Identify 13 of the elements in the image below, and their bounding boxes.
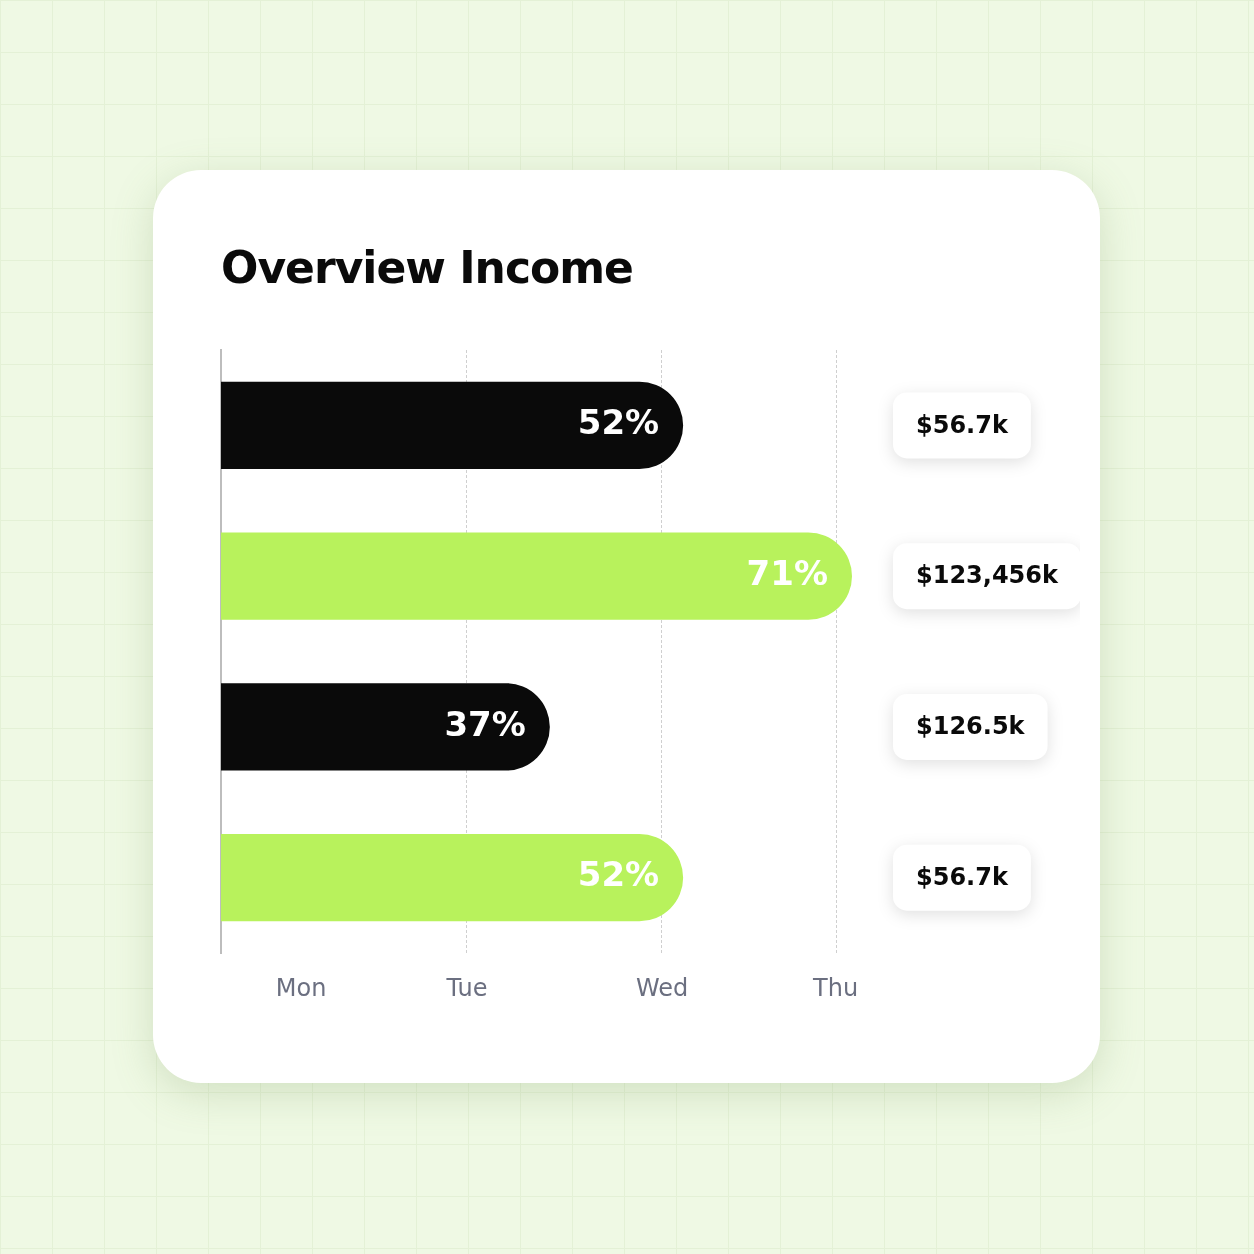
text: $56.7k: [916, 862, 1009, 891]
text: $123,456k: [916, 561, 1060, 590]
data-label: 52%: [577, 854, 660, 895]
text: $126.5k: [916, 712, 1026, 741]
data-label: 37%: [444, 703, 526, 744]
data-label: 71%: [746, 552, 828, 593]
text: Mon: [275, 974, 327, 1003]
text: Wed: [635, 974, 689, 1003]
data-label: 52%: [577, 402, 660, 443]
text: $56.7k: [916, 410, 1009, 439]
text: Tue: [445, 974, 488, 1003]
chart-title: Overview Income: [221, 242, 633, 293]
text: Thu: [812, 974, 859, 1003]
